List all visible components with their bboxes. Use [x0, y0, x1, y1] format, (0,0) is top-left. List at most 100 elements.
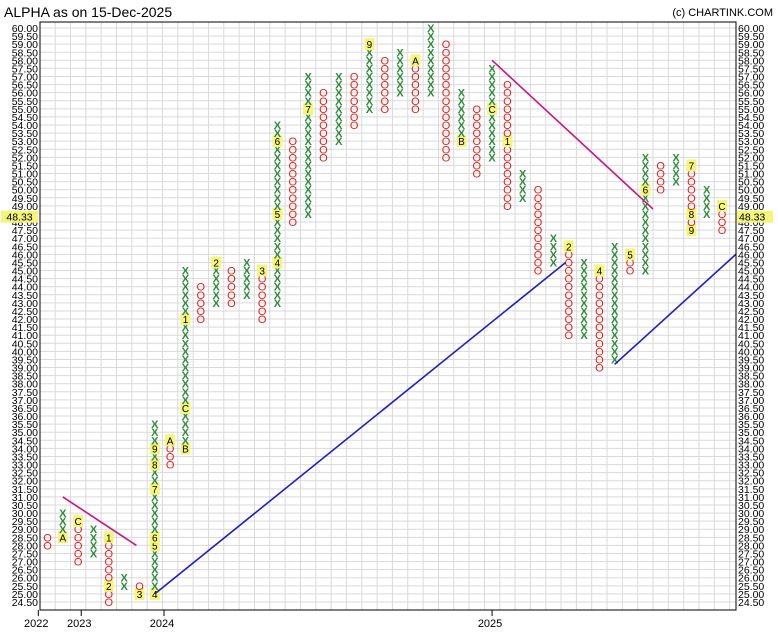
o-box: O	[595, 338, 604, 350]
year-label: 2025	[478, 618, 502, 630]
o-box: O	[656, 169, 665, 181]
x-box: X	[151, 468, 159, 480]
y-tick-right: 43.00	[738, 298, 764, 310]
x-box: X	[580, 266, 588, 278]
o-box: O	[656, 160, 665, 172]
y-tick-right: 52.00	[738, 152, 764, 164]
o-box: O	[472, 160, 481, 172]
o-box: O	[564, 274, 573, 286]
o-box: O	[503, 160, 512, 172]
y-tick-right: 42.50	[738, 306, 764, 318]
month-label-bg	[180, 442, 191, 455]
o-box: O	[105, 540, 114, 552]
y-tick-left: 56.00	[12, 88, 38, 100]
x-box: X	[182, 306, 190, 318]
x-box: X	[672, 169, 680, 181]
x-box: X	[642, 177, 650, 189]
x-box: X	[611, 354, 619, 366]
x-box: X	[519, 185, 527, 197]
o-box: O	[718, 225, 727, 237]
x-box: X	[243, 257, 251, 269]
x-box: X	[212, 290, 220, 302]
y-tick-left: 34.50	[12, 435, 38, 447]
x-box: X	[488, 96, 496, 108]
month-label-bg	[502, 135, 513, 148]
y-tick-left: 53.00	[12, 136, 38, 148]
o-box: O	[564, 322, 573, 334]
o-box: O	[564, 257, 573, 269]
o-box: O	[288, 209, 297, 221]
month-label: 5	[152, 541, 158, 552]
y-tick-right: 45.50	[738, 257, 764, 269]
x-box: X	[274, 144, 282, 156]
o-box: O	[166, 451, 175, 463]
pnf-column: OO	[43, 532, 52, 552]
month-label-bg	[149, 458, 160, 471]
x-box: X	[243, 266, 251, 278]
o-box: O	[503, 177, 512, 189]
x-box: X	[304, 72, 312, 84]
x-box: X	[182, 322, 190, 334]
x-box: X	[703, 201, 711, 213]
x-box: X	[182, 411, 190, 423]
x-box: X	[672, 160, 680, 172]
o-box: O	[687, 169, 696, 181]
y-tick-left: 26.00	[12, 573, 38, 585]
y-tick-left: 30.50	[12, 500, 38, 512]
y-tick-right: 53.00	[738, 136, 764, 148]
x-box: X	[151, 435, 159, 447]
y-tick-right: 57.50	[738, 63, 764, 75]
o-box: O	[350, 104, 359, 116]
o-box: O	[197, 298, 206, 310]
o-box: O	[534, 193, 543, 205]
x-box: X	[488, 128, 496, 140]
y-tick-right: 24.50	[738, 597, 764, 609]
o-box: O	[319, 112, 328, 124]
y-tick-right: 54.50	[738, 112, 764, 124]
y-tick-left: 46.00	[12, 249, 38, 261]
o-box: O	[288, 136, 297, 148]
y-tick-left: 28.00	[12, 540, 38, 552]
x-box: X	[274, 233, 282, 245]
x-box: X	[611, 241, 619, 253]
x-box: X	[550, 257, 558, 269]
o-box: O	[534, 209, 543, 221]
x-box: X	[90, 548, 98, 560]
x-box: X	[274, 120, 282, 132]
x-box: X	[182, 387, 190, 399]
y-tick-left: 52.50	[12, 144, 38, 156]
y-tick-right: 25.50	[738, 581, 764, 593]
y-tick-right: 26.00	[738, 573, 764, 585]
month-label: 7	[689, 161, 695, 172]
x-box: X	[703, 185, 711, 197]
month-label-bg	[272, 135, 283, 148]
x-box: X	[151, 419, 159, 431]
o-box: O	[227, 290, 236, 302]
x-box: X	[550, 241, 558, 253]
month-label-bg	[211, 256, 222, 269]
y-tick-left: 26.50	[12, 565, 38, 577]
y-tick-right: 38.50	[738, 371, 764, 383]
x-box: X	[243, 282, 251, 294]
x-box: X	[274, 241, 282, 253]
y-tick-right: 33.50	[738, 451, 764, 463]
o-box: O	[442, 63, 451, 75]
month-label-bg	[57, 531, 68, 544]
x-box: X	[274, 185, 282, 197]
x-box: X	[611, 314, 619, 326]
o-box: O	[534, 233, 543, 245]
x-box: X	[335, 80, 343, 92]
x-box: X	[151, 557, 159, 569]
y-tick-left: 59.00	[12, 39, 38, 51]
y-tick-right: 52.50	[738, 144, 764, 156]
y-tick-left: 46.50	[12, 241, 38, 253]
o-box: O	[319, 152, 328, 164]
o-box: O	[43, 540, 52, 552]
